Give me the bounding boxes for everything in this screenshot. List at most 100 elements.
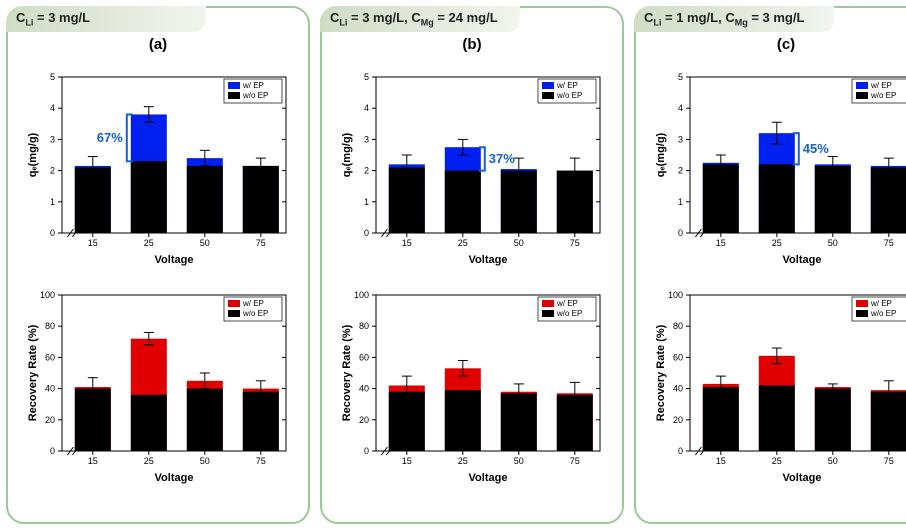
svg-text:67%: 67% (97, 130, 123, 145)
svg-text:15: 15 (716, 238, 726, 248)
svg-text:50: 50 (200, 238, 210, 248)
svg-text:5: 5 (678, 72, 683, 82)
svg-text:15: 15 (402, 456, 412, 466)
svg-text:40: 40 (45, 384, 55, 394)
svg-text:Voltage: Voltage (469, 472, 508, 484)
svg-text:qₑ(mg/g): qₑ(mg/g) (655, 132, 667, 177)
svg-text:w/o EP: w/o EP (242, 309, 268, 318)
svg-text:3: 3 (50, 134, 55, 144)
svg-text:75: 75 (884, 238, 894, 248)
svg-text:60: 60 (359, 352, 369, 362)
svg-text:15: 15 (716, 456, 726, 466)
svg-text:50: 50 (828, 238, 838, 248)
svg-text:75: 75 (570, 456, 580, 466)
svg-text:100: 100 (40, 290, 55, 300)
svg-text:Recovery Rate (%): Recovery Rate (%) (655, 324, 667, 421)
svg-text:15: 15 (88, 238, 98, 248)
svg-text:w/ EP: w/ EP (870, 81, 892, 90)
svg-text:20: 20 (673, 415, 683, 425)
qe-chart: 0 1 2 3 4 5 qₑ(mg/g) 15 25 50 75 Voltage 45% w/ EPw/o… (646, 63, 906, 273)
svg-text:4: 4 (364, 103, 369, 113)
panel: CLi = 3 mg/L, CMg = 24 mg/L(b)012345qₑ(m… (320, 6, 624, 524)
svg-text:40: 40 (673, 384, 683, 394)
panel-header: CLi = 3 mg/L (6, 6, 206, 32)
panel-title: (b) (332, 36, 612, 53)
svg-text:40: 40 (359, 384, 369, 394)
svg-text:w/o EP: w/o EP (870, 91, 896, 100)
panel: CLi = 1 mg/L, CMg = 3 mg/L (c) 0 1 2 3 4 5 qₑ(mg… (634, 6, 906, 524)
svg-text:Voltage: Voltage (155, 472, 194, 484)
svg-text:1: 1 (50, 197, 55, 207)
svg-text:50: 50 (200, 456, 210, 466)
svg-text:w/o EP: w/o EP (556, 91, 582, 100)
svg-text:Voltage: Voltage (783, 254, 822, 266)
svg-text:25: 25 (458, 456, 468, 466)
svg-text:50: 50 (514, 238, 524, 248)
svg-text:qₑ(mg/g): qₑ(mg/g) (27, 132, 39, 177)
panel: CLi = 3 mg/L (a) 0 1 2 3 4 5 qₑ(mg/g) 15 25 50 75 Vol… (6, 6, 310, 524)
svg-text:100: 100 (668, 290, 683, 300)
svg-text:1: 1 (364, 197, 369, 207)
qe-chart: 0 1 2 3 4 5 qₑ(mg/g) 15 25 50 75 Voltage 67% w/ EPw/o… (18, 63, 298, 273)
svg-text:qₑ(mg/g): qₑ(mg/g) (341, 132, 353, 177)
svg-text:0: 0 (678, 446, 683, 456)
panel-title: (c) (646, 36, 906, 53)
svg-text:80: 80 (673, 321, 683, 331)
svg-text:Voltage: Voltage (783, 472, 822, 484)
svg-text:20: 20 (359, 415, 369, 425)
svg-text:w/ EP: w/ EP (242, 81, 264, 90)
svg-text:75: 75 (570, 238, 580, 248)
svg-text:Voltage: Voltage (155, 254, 194, 266)
svg-text:5: 5 (364, 72, 369, 82)
svg-text:w/o EP: w/o EP (556, 309, 582, 318)
svg-text:25: 25 (772, 238, 782, 248)
svg-text:4: 4 (678, 103, 683, 113)
panel-header: CLi = 1 mg/L, CMg = 3 mg/L (634, 6, 834, 32)
svg-text:45%: 45% (803, 141, 829, 156)
svg-text:15: 15 (402, 238, 412, 248)
recovery-chart: 0 20 40 60 80 100 Recovery Rate (%) 15 25 50 75 Vol… (646, 281, 906, 491)
svg-text:2: 2 (678, 166, 683, 176)
svg-text:100: 100 (354, 290, 369, 300)
svg-text:25: 25 (144, 238, 154, 248)
svg-text:w/ EP: w/ EP (556, 299, 578, 308)
svg-text:80: 80 (45, 321, 55, 331)
svg-text:4: 4 (50, 103, 55, 113)
svg-text:w/o EP: w/o EP (870, 309, 896, 318)
svg-text:2: 2 (364, 166, 369, 176)
svg-text:50: 50 (514, 456, 524, 466)
svg-text:80: 80 (359, 321, 369, 331)
svg-text:5: 5 (50, 72, 55, 82)
svg-text:w/ EP: w/ EP (870, 299, 892, 308)
recovery-chart: 0 20 40 60 80 100 Recovery Rate (%) 15 25 50 75 Vol… (332, 281, 612, 491)
svg-text:50: 50 (828, 456, 838, 466)
svg-text:25: 25 (144, 456, 154, 466)
svg-text:0: 0 (678, 228, 683, 238)
svg-text:25: 25 (772, 456, 782, 466)
svg-text:Recovery Rate (%): Recovery Rate (%) (341, 324, 353, 421)
svg-text:0: 0 (50, 446, 55, 456)
svg-text:25: 25 (458, 238, 468, 248)
svg-text:w/o EP: w/o EP (242, 91, 268, 100)
svg-text:Recovery Rate (%): Recovery Rate (%) (27, 324, 39, 421)
svg-text:Voltage: Voltage (469, 254, 508, 266)
svg-text:w/ EP: w/ EP (556, 81, 578, 90)
svg-text:3: 3 (678, 134, 683, 144)
svg-text:0: 0 (364, 228, 369, 238)
panel-title: (a) (18, 36, 298, 53)
svg-text:75: 75 (256, 456, 266, 466)
panel-header: CLi = 3 mg/L, CMg = 24 mg/L (320, 6, 520, 32)
svg-text:75: 75 (884, 456, 894, 466)
svg-text:1: 1 (678, 197, 683, 207)
svg-text:w/ EP: w/ EP (242, 299, 264, 308)
svg-text:37%: 37% (489, 151, 515, 166)
svg-text:0: 0 (364, 446, 369, 456)
svg-text:60: 60 (45, 352, 55, 362)
svg-text:20: 20 (45, 415, 55, 425)
svg-text:0: 0 (50, 228, 55, 238)
qe-chart: 012345qₑ(mg/g)15255075Voltage37%w/ EPw/o… (332, 63, 612, 273)
svg-text:75: 75 (256, 238, 266, 248)
svg-text:2: 2 (50, 166, 55, 176)
svg-text:60: 60 (673, 352, 683, 362)
recovery-chart: 020406080100Recovery Rate (%)15255075Vol… (18, 281, 298, 491)
